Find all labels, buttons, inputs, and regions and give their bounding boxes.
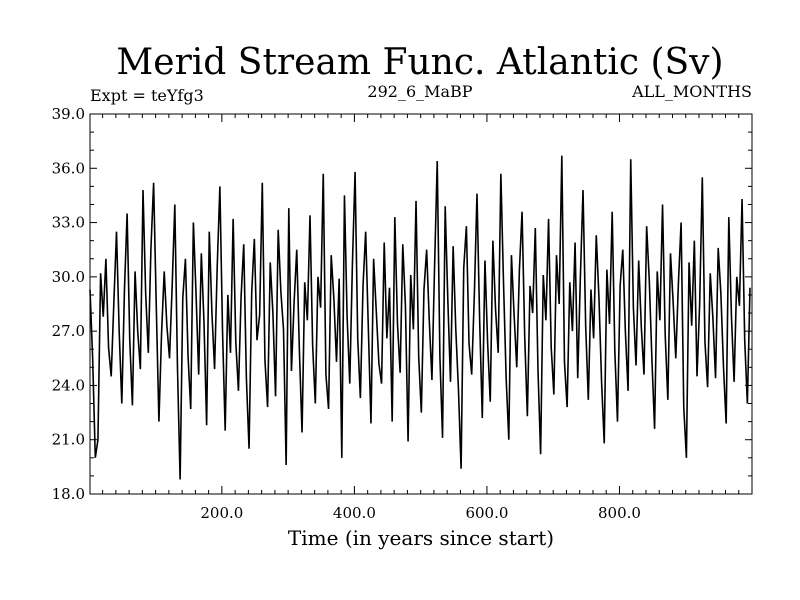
run-label: 292_6_MaBP bbox=[367, 82, 472, 101]
months-label: ALL_MONTHS bbox=[631, 82, 752, 101]
series-layer bbox=[89, 155, 751, 480]
x-tick-label: 200.0 bbox=[200, 504, 243, 522]
y-tick-label: 21.0 bbox=[52, 431, 85, 449]
ticks-layer: 18.0 21.0 24.0 27.0 30.0 33.0 36.0 39.0 200.0 400… bbox=[52, 105, 752, 522]
x-tick-label: 400.0 bbox=[333, 504, 376, 522]
labels-layer: Merid Stream Func. Atlantic (Sv) Expt = … bbox=[90, 42, 752, 550]
y-tick-label: 24.0 bbox=[52, 376, 85, 394]
x-tick-label: 600.0 bbox=[465, 504, 508, 522]
y-tick-label: 27.0 bbox=[52, 322, 85, 340]
y-tick-label: 30.0 bbox=[52, 268, 85, 286]
chart-title: Merid Stream Func. Atlantic (Sv) bbox=[116, 42, 723, 83]
x-axis-label: Time (in years since start) bbox=[288, 526, 554, 550]
series-line bbox=[89, 155, 751, 480]
plot-frame bbox=[89, 113, 753, 495]
y-tick-label: 33.0 bbox=[52, 214, 85, 232]
y-tick-label: 39.0 bbox=[52, 105, 85, 123]
y-tick-label: 36.0 bbox=[52, 159, 85, 177]
expt-label: Expt = teYfg3 bbox=[90, 86, 204, 105]
y-tick-label: 18.0 bbox=[52, 485, 85, 503]
x-tick-label: 800.0 bbox=[598, 504, 641, 522]
